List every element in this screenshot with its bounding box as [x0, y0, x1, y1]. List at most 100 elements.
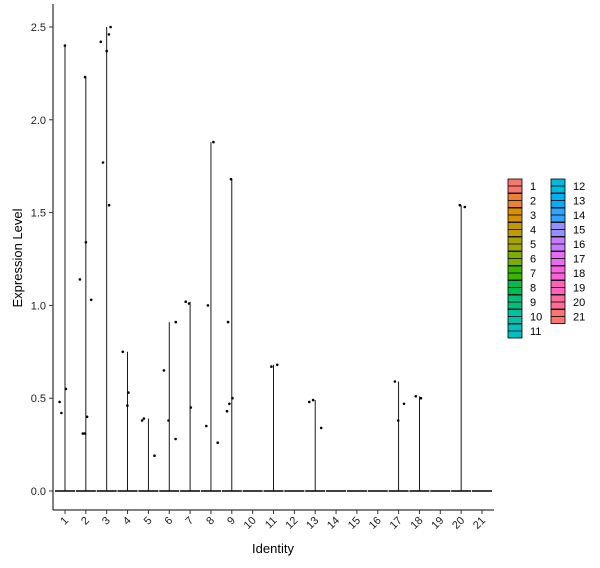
legend-label: 20 [573, 297, 585, 309]
x-tick-label: 20 [450, 515, 467, 532]
x-tick-label: 8 [204, 515, 217, 528]
data-point [229, 177, 233, 181]
x-tick-label: 16 [367, 515, 384, 532]
data-point [63, 44, 67, 47]
legend-label: 3 [530, 210, 536, 222]
x-tick-label: 1 [58, 515, 71, 528]
violin-9 [221, 179, 242, 492]
data-point [167, 419, 170, 422]
x-tick-label: 12 [283, 515, 300, 532]
y-ticks: 0.0 0.5 1.0 1.5 2.0 2.5 [31, 22, 53, 498]
x-tick-label: 21 [471, 515, 488, 532]
data-point [205, 424, 208, 428]
x-tick-label: 10 [242, 515, 259, 532]
violin-6 [159, 322, 180, 492]
data-point [189, 406, 193, 409]
x-tick-label: 5 [142, 515, 155, 528]
data-point [231, 396, 234, 400]
legend-item-1: 1 [507, 178, 536, 194]
violin-7 [180, 301, 201, 492]
data-point [105, 49, 108, 53]
legend-item-3: 3 [507, 207, 536, 223]
data-point [458, 203, 462, 207]
legend-item-9: 9 [507, 294, 536, 310]
plot-area [55, 25, 492, 492]
violin-4 [117, 351, 138, 492]
legend-label: 13 [573, 196, 585, 208]
data-point [126, 404, 129, 407]
data-point [419, 396, 423, 400]
data-point [216, 441, 219, 445]
x-tick-label: 15 [346, 515, 363, 532]
x-tick-label: 9 [225, 515, 238, 528]
data-point [60, 411, 63, 415]
violin-2 [75, 77, 96, 492]
data-point [396, 419, 400, 422]
data-point [84, 241, 88, 244]
legend-label: 21 [573, 312, 585, 324]
legend-item-5: 5 [507, 236, 536, 252]
legend-label: 12 [573, 181, 585, 193]
legend-item-4: 4 [507, 222, 536, 237]
data-point [142, 417, 146, 420]
legend-item-17: 17 [550, 251, 585, 266]
data-point [308, 400, 311, 404]
violin-11 [263, 364, 284, 492]
x-tick-label: 17 [388, 515, 405, 532]
legend-label: 18 [573, 268, 585, 280]
data-point [101, 161, 105, 164]
y-tick-label: 2.0 [31, 115, 46, 127]
x-tick-label: 11 [263, 515, 280, 532]
violin-8 [200, 142, 221, 492]
data-point [174, 320, 178, 324]
data-point [85, 415, 89, 419]
legend-item-20: 20 [550, 294, 585, 310]
data-point [109, 25, 112, 29]
legend-label: 6 [530, 254, 536, 266]
legend-item-8: 8 [507, 280, 536, 295]
data-point [107, 203, 111, 207]
data-point [153, 454, 156, 458]
violin-1 [55, 45, 75, 492]
y-tick-label: 1.5 [31, 208, 46, 220]
data-point [187, 302, 191, 305]
data-point [228, 402, 231, 406]
violin-17 [388, 381, 409, 492]
data-point [83, 432, 86, 435]
data-point [276, 363, 279, 367]
legend-label: 4 [530, 225, 536, 237]
data-point [140, 419, 144, 422]
legend-item-21: 21 [550, 309, 585, 324]
x-tick-label: 7 [183, 515, 196, 528]
x-tick-label: 18 [408, 515, 425, 532]
violin-5 [138, 418, 159, 492]
data-point [184, 300, 187, 304]
x-tick-label: 2 [79, 515, 92, 528]
legend-label: 9 [530, 297, 536, 309]
violin-3 [96, 27, 117, 492]
x-tick-label: 4 [121, 515, 134, 528]
data-point [127, 391, 130, 394]
legend-item-2: 2 [507, 193, 536, 208]
legend-label: 15 [573, 225, 585, 237]
data-point [83, 75, 87, 79]
data-point [270, 365, 273, 368]
data-point [162, 369, 166, 372]
legend-label: 16 [573, 239, 585, 251]
y-axis-title: Expression Level [10, 208, 25, 307]
legend-label: 5 [530, 239, 536, 251]
data-point [212, 140, 215, 144]
violin-18 [409, 396, 430, 492]
data-point [107, 33, 111, 36]
legend-item-6: 6 [507, 251, 536, 266]
legend-item-12: 12 [550, 178, 585, 194]
legend-item-19: 19 [550, 280, 585, 295]
data-point [225, 409, 229, 413]
legend-label: 2 [530, 196, 536, 208]
data-point [414, 395, 418, 398]
legend-item-7: 7 [507, 265, 536, 281]
legend-label: 7 [530, 268, 536, 280]
data-point [319, 426, 323, 430]
legend-label: 19 [573, 283, 585, 295]
